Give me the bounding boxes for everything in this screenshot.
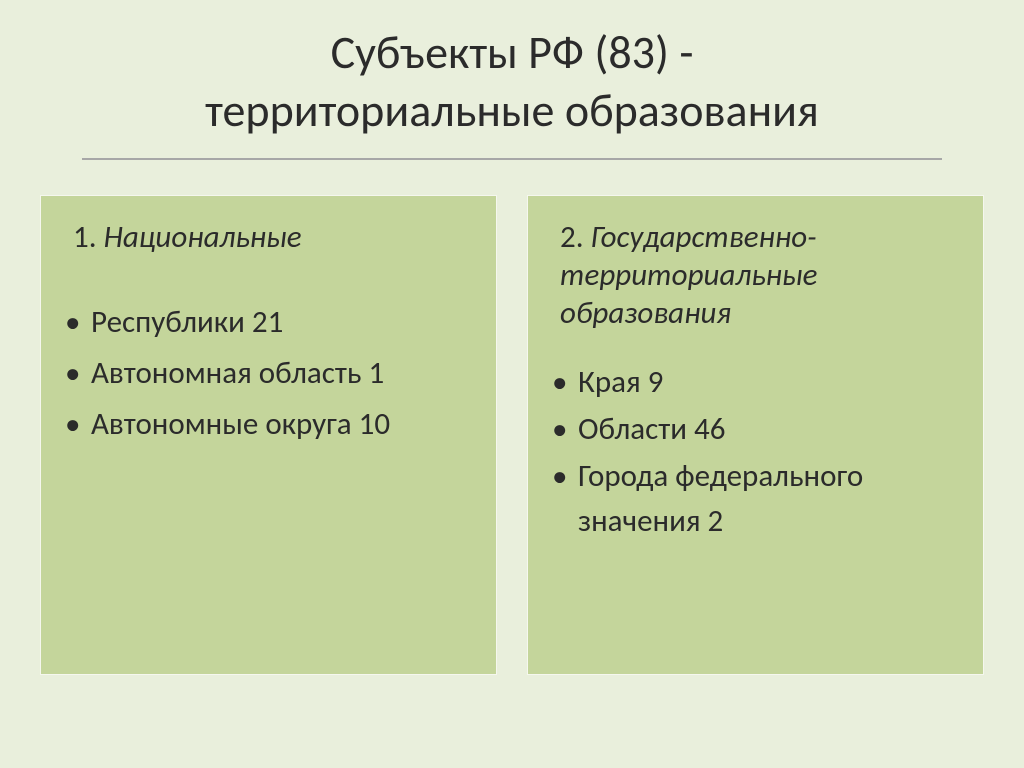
list-item: Города федерального значения 2 bbox=[578, 454, 957, 544]
left-heading-num: 1. bbox=[73, 218, 97, 256]
list-item: Автономная область 1 bbox=[91, 351, 470, 396]
right-heading: 2. Государственно-территориальные образо… bbox=[560, 218, 957, 332]
list-item: Края 9 bbox=[578, 360, 957, 405]
list-item: Области 46 bbox=[578, 407, 957, 452]
title-line-1: Субъекты РФ (83) - bbox=[30, 25, 994, 83]
left-heading-text: Национальные bbox=[104, 218, 302, 256]
right-heading-text: Государственно-территориальные образован… bbox=[560, 218, 817, 332]
title-line-2: территориальные образования bbox=[30, 83, 994, 141]
right-list: Края 9 Области 46 Города федерального зн… bbox=[578, 360, 957, 544]
title-underline bbox=[82, 158, 942, 160]
slide-title: Субъекты РФ (83) - территориальные образ… bbox=[30, 25, 994, 140]
right-card: 2. Государственно-территориальные образо… bbox=[527, 195, 984, 675]
list-item: Автономные округа 10 bbox=[91, 402, 470, 447]
left-list: Республики 21 Автономная область 1 Автон… bbox=[91, 300, 470, 447]
left-card: 1. Национальные Республики 21 Автономная… bbox=[40, 195, 497, 675]
right-heading-num: 2. bbox=[560, 218, 584, 256]
columns-container: 1. Национальные Республики 21 Автономная… bbox=[30, 195, 994, 675]
left-heading: 1. Национальные bbox=[73, 218, 470, 256]
list-item: Республики 21 bbox=[91, 300, 470, 345]
